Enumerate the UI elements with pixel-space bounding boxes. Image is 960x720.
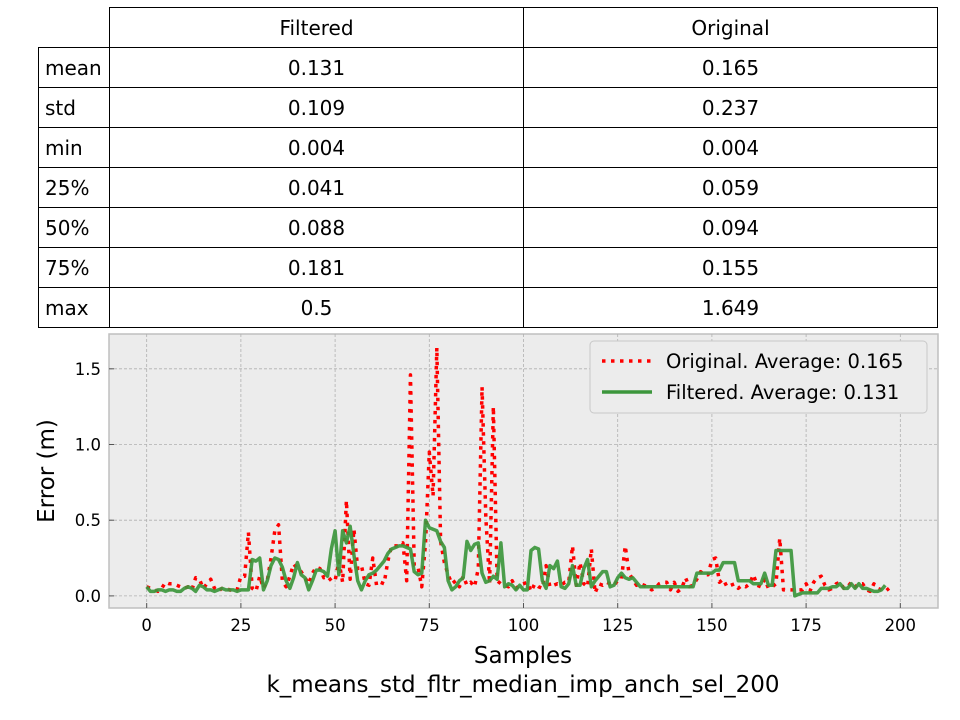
- statistics-table: Filtered Original mean 0.131 0.165 std 0…: [38, 7, 938, 328]
- table-row: max 0.5 1.649: [38, 287, 938, 328]
- legend-label-filtered: Filtered. Average: 0.131: [666, 381, 899, 404]
- table-row: 50% 0.088 0.094: [38, 207, 938, 248]
- row-label: 25%: [38, 167, 110, 208]
- filtered-error-line: [145, 518, 887, 598]
- original-value: 1.649: [523, 287, 938, 328]
- x-tick-label: 100: [508, 616, 540, 635]
- table-row: 25% 0.041 0.059: [38, 167, 938, 208]
- filtered-value: 0.088: [109, 207, 524, 248]
- filtered-value: 0.041: [109, 167, 524, 208]
- x-tick-label: 25: [230, 616, 251, 635]
- row-label: mean: [38, 47, 110, 88]
- legend-box: [589, 340, 928, 414]
- table-row: 75% 0.181 0.155: [38, 247, 938, 288]
- row-label: min: [38, 127, 110, 168]
- filtered-value: 0.181: [109, 247, 524, 288]
- row-label: max: [38, 287, 110, 328]
- original-value: 0.094: [523, 207, 938, 248]
- table-corner-cell: [38, 7, 110, 48]
- x-tick-label: 200: [885, 616, 917, 635]
- y-tick-label: 1.5: [75, 360, 101, 379]
- data-series: [145, 345, 891, 598]
- x-axis-label: Samples: [474, 643, 572, 669]
- original-value: 0.165: [523, 47, 938, 88]
- table-row: std 0.109 0.237: [38, 87, 938, 128]
- table-row: mean 0.131 0.165: [38, 47, 938, 88]
- x-tick-label: 175: [790, 616, 822, 635]
- original-value: 0.059: [523, 167, 938, 208]
- column-header-original: Original: [523, 7, 938, 48]
- filtered-value: 0.131: [109, 47, 524, 88]
- original-value: 0.155: [523, 247, 938, 288]
- table-header-row: Filtered Original: [38, 7, 938, 48]
- x-tick-label: 0: [141, 616, 152, 635]
- filtered-value: 0.004: [109, 127, 524, 168]
- x-tick-label: 150: [696, 616, 728, 635]
- y-axis-label: Error (m): [34, 419, 60, 523]
- x-tick-label: 125: [602, 616, 634, 635]
- y-tick-label: 0.0: [75, 587, 101, 606]
- row-label: 50%: [38, 207, 110, 248]
- filtered-value: 0.5: [109, 287, 524, 328]
- x-tick-label: 50: [325, 616, 346, 635]
- original-value: 0.237: [523, 87, 938, 128]
- axis-ticks: 0 25 50 75 100 125 150 175 200 0.0 0.5 1.0 1.5: [75, 360, 916, 635]
- original-value: 0.004: [523, 127, 938, 168]
- legend-label-original: Original. Average: 0.165: [666, 350, 903, 373]
- legend: Original. Average: 0.165 Filtered. Avera…: [589, 340, 928, 414]
- y-tick-label: 0.5: [75, 511, 101, 530]
- table-row: min 0.004 0.004: [38, 127, 938, 168]
- y-tick-label: 1.0: [75, 436, 101, 455]
- x-tick-label: 75: [419, 616, 440, 635]
- chart-subtitle: k_means_std_fltr_median_imp_anch_sel_200: [266, 672, 779, 698]
- filtered-value: 0.109: [109, 87, 524, 128]
